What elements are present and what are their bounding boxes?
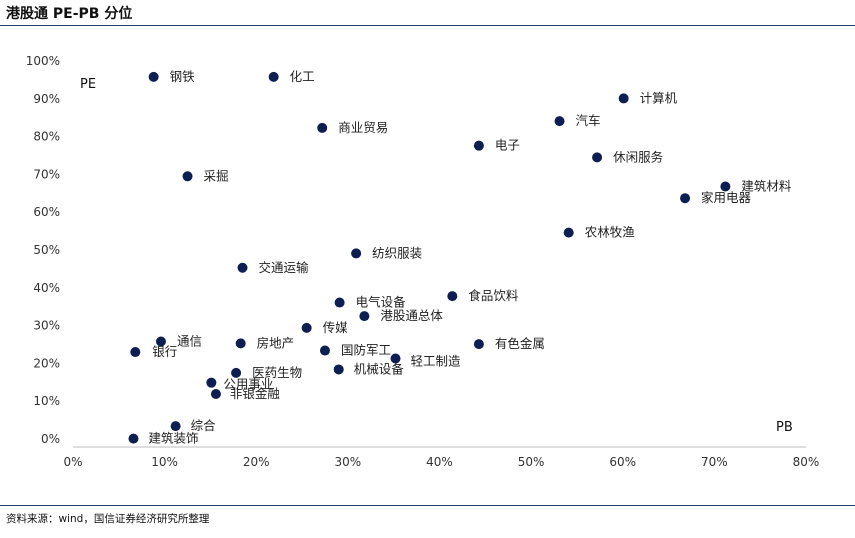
data-point [128,433,139,444]
point-label: 采掘 [204,168,229,183]
point-label: 家用电器 [701,190,752,205]
source-note: 资料来源：wind，国信证券经济研究所整理 [6,513,210,525]
point-label: 电气设备 [356,295,407,310]
point-label: 港股通总体 [380,308,443,323]
x-tick-label: 10% [151,455,178,469]
y-tick-label: 10% [33,394,60,408]
point-label: 有色金属 [495,336,545,351]
footer-divider [0,505,855,506]
point-label: 食品饮料 [468,288,519,303]
y-tick-label: 100% [26,54,60,68]
point-label: 银行 [152,344,177,359]
x-tick-label: 40% [426,455,453,469]
point-label: 国防军工 [341,343,391,358]
data-point [359,311,370,322]
data-point [235,338,246,349]
data-point [680,193,691,204]
data-point [206,377,217,388]
point-label: 传媒 [323,320,349,335]
y-tick-label: 90% [33,92,60,106]
point-label: 房地产 [257,335,295,350]
data-point [301,322,312,333]
point-label: 钢铁 [170,69,196,84]
data-point [268,71,279,82]
data-point [210,389,221,400]
data-point [473,140,484,151]
data-point [554,116,565,127]
point-label: 通信 [177,333,202,348]
data-point [319,345,330,356]
y-tick-label: 50% [33,243,60,257]
x-tick-label: 50% [518,455,545,469]
point-label: 休闲服务 [613,149,663,164]
data-point [237,262,248,273]
data-point [317,122,328,133]
y-tick-label: 20% [33,356,60,370]
y-tick-labels: 0% 10% 20% 30% 40% 50% 60% 70% 80% 90% 100% [26,54,60,446]
data-point [390,353,401,364]
scatter-chart: 0% 10% 20% 30% 40% 50% 60% 70% 80% 90% 100% 0% 10% 2… [26,54,820,469]
data-point [170,421,181,432]
point-label: 公用事业 [223,377,273,392]
x-tick-label: 70% [701,455,728,469]
x-tick-label: 0% [63,455,82,469]
point-label: 纺织服装 [372,245,422,260]
y-tick-label: 0% [41,432,60,446]
title-divider [0,25,855,26]
y-tick-label: 60% [33,205,60,219]
point-label: 交通运输 [259,260,310,275]
x-tick-label: 60% [609,455,636,469]
data-point [351,248,362,259]
data-point [618,93,629,104]
point-label: 非银金融 [230,386,281,401]
point-label: 电子 [495,138,520,153]
y-tick-label: 70% [33,167,60,181]
data-point [333,364,344,375]
point-label: 农林牧渔 [585,225,635,240]
y-axis-label: PE [80,77,96,92]
point-label: 建筑材料 [741,178,792,193]
x-tick-label: 20% [243,455,270,469]
data-point [592,152,603,163]
y-tick-label: 30% [33,319,60,333]
data-point [447,291,458,302]
data-point [182,171,193,182]
point-label: 综合 [191,418,217,433]
x-tick-labels: 0% 10% 20% 30% 40% 50% 60% 70% 80% [63,455,819,469]
point-label: 建筑装饰 [148,431,198,446]
data-point [473,339,484,350]
point-label: 商业贸易 [338,120,388,135]
data-points [128,71,731,444]
data-point [148,71,159,82]
data-point [563,227,574,238]
y-tick-label: 80% [33,130,60,144]
point-label: 汽车 [576,113,601,128]
y-tick-label: 40% [33,281,60,295]
x-tick-label: 80% [793,455,820,469]
data-point [155,336,166,347]
data-point [130,347,141,358]
point-label: 计算机 [640,90,678,105]
chart-title: 港股通 PE-PB 分位 [6,6,133,22]
point-label: 化工 [290,69,315,84]
data-point [334,297,345,308]
point-label: 医药生物 [252,365,302,380]
x-tick-label: 30% [335,455,362,469]
data-point [231,367,242,378]
x-axis-label: PB [776,420,793,435]
point-label: 轻工制造 [411,353,462,368]
data-point [720,181,731,192]
point-label: 机械设备 [354,361,405,376]
